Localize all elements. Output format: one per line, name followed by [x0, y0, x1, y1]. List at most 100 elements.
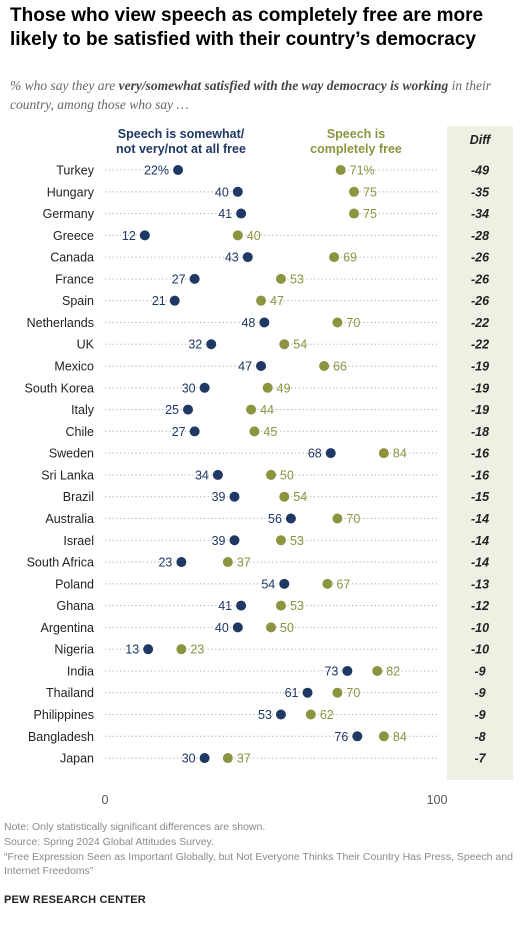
free-value-label: 23	[190, 643, 204, 657]
not-free-value-label: 22%	[144, 164, 169, 178]
diff-value: -9	[474, 686, 485, 700]
free-value-label: 50	[280, 468, 294, 482]
country-label: UK	[77, 338, 95, 352]
not-free-value-label: 41	[218, 207, 232, 221]
country-label: Turkey	[56, 164, 94, 178]
free-value-label: 50	[280, 621, 294, 635]
diff-value: -26	[471, 294, 490, 308]
chart-title: Those who view speech as completely free…	[10, 5, 484, 50]
country-label: Mexico	[54, 360, 94, 374]
not-free-dot	[173, 165, 184, 175]
legend-not-free-label: not very/not at all free	[116, 142, 246, 156]
not-free-value-label: 56	[268, 512, 282, 526]
free-dot	[305, 709, 316, 720]
country-label: Ghana	[56, 599, 94, 613]
not-free-value-label: 27	[172, 272, 186, 286]
not-free-value-label: 25	[165, 403, 179, 417]
free-dot	[378, 448, 389, 459]
free-dot	[322, 578, 333, 589]
not-free-dot	[169, 295, 180, 306]
not-free-value-label: 32	[188, 338, 202, 352]
country-label: India	[67, 664, 94, 678]
not-free-value-label: 76	[334, 730, 348, 744]
free-value-label: 37	[237, 556, 251, 570]
country-label: Germany	[43, 207, 95, 221]
not-free-dot	[229, 491, 240, 502]
free-value-label: 54	[293, 338, 307, 352]
free-value-label: 53	[290, 272, 304, 286]
not-free-dot	[189, 426, 200, 437]
free-value-label: 40	[247, 229, 261, 243]
free-dot	[349, 208, 359, 219]
not-free-value-label: 39	[212, 490, 226, 504]
diff-value: -14	[471, 534, 489, 548]
free-value-label: 53	[290, 534, 304, 548]
free-dot	[176, 644, 187, 655]
not-free-dot	[232, 186, 243, 197]
diff-value: -35	[471, 185, 490, 199]
diff-value: -15	[471, 490, 490, 504]
free-value-label: 71%	[350, 164, 375, 178]
not-free-dot	[143, 644, 154, 655]
country-label: Greece	[53, 229, 94, 243]
free-value-label: 82	[386, 664, 400, 678]
diff-value: -26	[471, 251, 490, 265]
country-label: France	[55, 272, 94, 286]
diff-column-bg	[447, 126, 513, 781]
free-value-label: 70	[346, 686, 360, 700]
subtitle-suffix: in their country, among those who say …	[10, 78, 491, 112]
diff-value: -49	[471, 164, 489, 178]
free-value-label: 84	[393, 447, 407, 461]
free-value-label: 47	[270, 294, 284, 308]
not-free-dot	[176, 557, 187, 568]
legend-not-free-label: Speech is somewhat/	[118, 127, 245, 141]
not-free-dot	[285, 513, 296, 524]
not-free-dot	[199, 753, 210, 764]
org-logo-text: PEW RESEARCH CENTER	[4, 894, 146, 906]
diff-value: -16	[471, 468, 490, 482]
not-free-dot	[189, 273, 200, 284]
subtitle-prefix: % who say they are	[10, 78, 119, 93]
free-value-label: 75	[363, 207, 377, 221]
not-free-dot	[232, 622, 243, 633]
diff-value: -26	[471, 272, 490, 286]
country-label: Canada	[50, 251, 94, 265]
diff-value: -14	[471, 512, 489, 526]
free-dot	[275, 273, 286, 284]
country-label: Poland	[55, 577, 94, 591]
chart-subtitle: % who say they are very/somewhat satisfi…	[10, 76, 515, 114]
not-free-value-label: 30	[182, 381, 196, 395]
country-label: Nigeria	[54, 643, 94, 657]
x-tick-label: 0	[102, 793, 109, 807]
free-dot	[222, 753, 233, 764]
x-tick-label: 100	[427, 793, 448, 807]
free-dot	[279, 339, 290, 350]
diff-value: -9	[474, 708, 485, 722]
not-free-value-label: 43	[225, 251, 239, 265]
not-free-value-label: 53	[258, 708, 272, 722]
not-free-value-label: 40	[215, 185, 229, 199]
not-free-dot	[236, 208, 247, 219]
legend-free-label: Speech is	[327, 127, 385, 141]
free-value-label: 62	[320, 708, 334, 722]
country-label: Sri Lanka	[41, 468, 94, 482]
not-free-dot	[279, 578, 290, 589]
not-free-value-label: 12	[122, 229, 136, 243]
free-dot	[246, 404, 257, 415]
diff-value: -34	[471, 207, 489, 221]
diff-value: -22	[471, 316, 489, 330]
free-dot	[349, 186, 359, 197]
diff-header: Diff	[470, 133, 492, 147]
not-free-value-label: 13	[125, 643, 139, 657]
diff-value: -8	[474, 730, 485, 744]
country-label: Chile	[66, 425, 95, 439]
free-dot	[262, 382, 273, 393]
diff-value: -19	[471, 360, 489, 374]
diff-value: -19	[471, 403, 489, 417]
not-free-dot	[325, 448, 336, 459]
not-free-dot	[256, 361, 267, 372]
free-dot	[335, 165, 346, 175]
note-text: Note: Only statistically significant dif…	[4, 821, 266, 833]
not-free-value-label: 61	[285, 686, 299, 700]
